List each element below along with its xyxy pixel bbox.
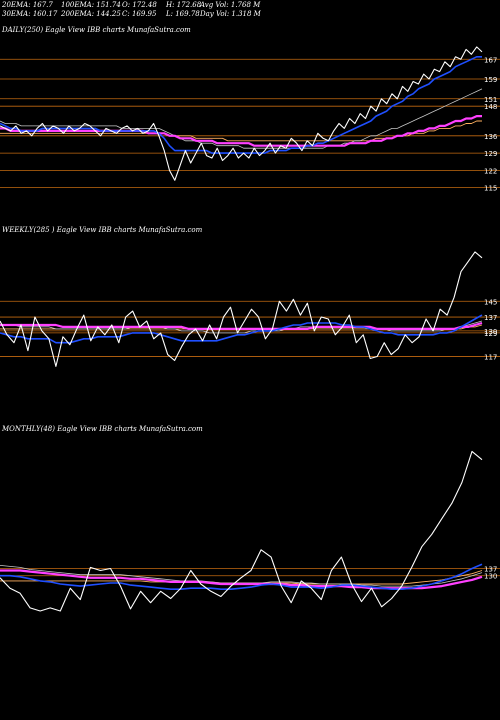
price-line (0, 251, 483, 367)
y-tick-label: 129 (484, 150, 497, 158)
ema-mid-line (0, 320, 483, 334)
y-tick-label: 129 (484, 330, 497, 338)
y-tick-label: 137 (484, 314, 497, 322)
daily-panel-title: DAILY(250) Eagle View IBB charts MunafaS… (2, 26, 191, 34)
stat-avg-vol: Avg Vol: 1.768 M (200, 1, 261, 9)
monthly-panel-title: MONTHLY(48) Eagle View IBB charts Munafa… (2, 425, 203, 433)
ema-slow-line (0, 321, 483, 331)
y-tick-label: 159 (484, 76, 497, 84)
stat-close: C: 169.95 (122, 10, 157, 18)
price-line (0, 46, 483, 181)
y-tick-label: 130 (484, 328, 497, 336)
ema-fast-line (0, 314, 483, 344)
y-tick-label: 130 (484, 573, 497, 581)
y-tick-label: 151 (484, 96, 497, 104)
stat-30ema: 30EMA: 160.17 (2, 10, 58, 18)
y-tick-label: 137 (484, 565, 497, 573)
y-tick-label: 117 (484, 354, 497, 362)
weekly-panel-title: WEEKLY(285 ) Eagle View IBB charts Munaf… (2, 226, 203, 234)
stat-20ema: 20EMA: 167.7 (2, 1, 53, 9)
ema-slow-line (0, 114, 482, 147)
price-line (0, 450, 483, 612)
ema-fast-line (0, 563, 483, 590)
ema-fast-line (0, 55, 482, 154)
y-tick-label: 115 (484, 185, 497, 193)
y-tick-label: 167 (484, 56, 497, 64)
stat-low: L: 169.78 (166, 10, 200, 18)
y-tick-label: 145 (484, 298, 497, 306)
stat-high: H: 172.68 (166, 1, 202, 9)
stat-100ema: 100EMA: 151.74 (61, 1, 121, 9)
y-tick-label: 148 (484, 103, 497, 111)
stat-200ema: 200EMA: 144.25 (61, 10, 121, 18)
y-tick-label: 122 (484, 167, 497, 175)
y-tick-label: 136 (484, 133, 498, 141)
stat-day-vol: Day Vol: 1.318 M (200, 10, 261, 18)
ema-mid-line (0, 88, 483, 149)
stat-open: O: 172.48 (122, 1, 157, 9)
ema-slow-line (0, 569, 483, 590)
